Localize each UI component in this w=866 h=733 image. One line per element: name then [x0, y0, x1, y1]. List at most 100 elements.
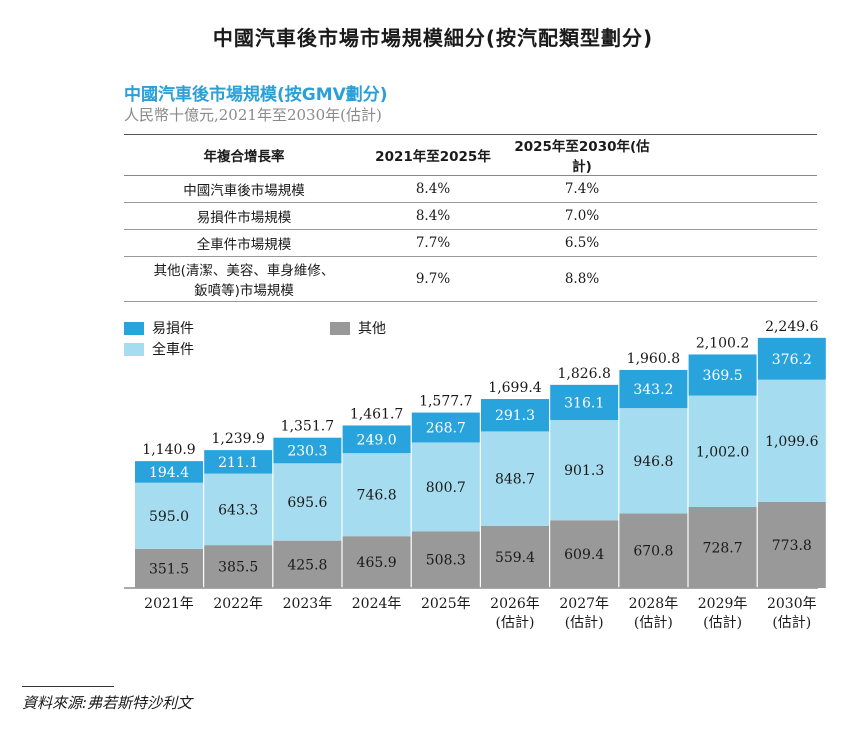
- bar-segment-others: [135, 548, 203, 588]
- data-label-full-vehicle: 643.3: [218, 502, 258, 518]
- table-row: 易損件市場規模 8.4% 7.0%: [124, 202, 817, 230]
- bar-segment-full-vehicle: [550, 420, 619, 521]
- bar-segment-others: [550, 520, 619, 588]
- x-tick-label: 2026年: [490, 596, 540, 612]
- source-divider: [22, 686, 114, 687]
- cagr-row-label: 其他(清潔、美容、車身維修、 鈑噴等)市場規模: [124, 256, 364, 302]
- bar-segment-consumables: [204, 450, 273, 474]
- bar-segment-others: [481, 525, 549, 588]
- bar-segment-others: [411, 531, 480, 588]
- data-label-others: 773.8: [772, 538, 812, 554]
- table-row: 其他(清潔、美容、車身維修、 鈑噴等)市場規模 9.7% 8.8%: [124, 256, 817, 302]
- table-row: 中國汽車後市場規模 8.4% 7.4%: [124, 175, 817, 203]
- total-label: 2,249.6: [765, 319, 819, 335]
- legend-item-full-vehicle: 全車件: [124, 339, 194, 359]
- bar-segment-full-vehicle: [135, 482, 203, 549]
- x-tick-label: 2024年: [352, 596, 402, 612]
- bar-segment-full-vehicle: [757, 379, 826, 502]
- x-tick-label: 2030年: [767, 596, 817, 612]
- table-row: 全車件市場規模 7.7% 6.5%: [124, 229, 817, 257]
- data-label-full-vehicle: 746.8: [357, 488, 397, 504]
- data-label-others: 465.9: [357, 555, 397, 571]
- bar-segment-full-vehicle: [273, 463, 342, 541]
- x-tick-label: 2027年: [559, 596, 609, 612]
- legend-label-consumables: 易損件: [152, 321, 194, 337]
- data-label-others: 351.5: [149, 561, 189, 577]
- total-label: 2,100.2: [696, 335, 749, 351]
- data-label-consumables: 211.1: [218, 455, 258, 471]
- data-label-consumables: 291.3: [495, 408, 535, 424]
- cagr-value: 9.7%: [364, 256, 502, 302]
- bar-segment-full-vehicle: [204, 473, 273, 546]
- data-label-others: 425.8: [287, 557, 327, 573]
- data-label-full-vehicle: 800.7: [426, 480, 466, 496]
- legend-swatch-others: [330, 321, 350, 335]
- cagr-value: 6.5%: [502, 229, 662, 257]
- data-label-consumables: 376.2: [772, 352, 812, 368]
- cagr-header-period2: 2025年至2030年(估計): [502, 134, 662, 176]
- total-label: 1,826.8: [557, 366, 610, 382]
- data-label-others: 609.4: [564, 547, 604, 563]
- total-label: 1,351.7: [281, 419, 334, 435]
- bar-segment-consumables: [135, 461, 203, 483]
- cagr-row-label-line1: 其他(清潔、美容、車身維修、: [153, 263, 335, 279]
- x-tick-label: 2029年: [698, 596, 748, 612]
- bar-segment-consumables: [481, 399, 549, 432]
- x-tick-label: (估計): [565, 615, 604, 631]
- total-label: 1,577.7: [419, 394, 472, 410]
- total-label: 1,461.7: [350, 406, 403, 422]
- cagr-value: 7.0%: [502, 202, 662, 230]
- cagr-spacer: [662, 256, 817, 302]
- legend-swatch-consumables: [124, 321, 144, 335]
- cagr-row-label: 全車件市場規模: [124, 229, 364, 257]
- bar-segment-consumables: [342, 425, 411, 454]
- x-tick-label: (估計): [496, 615, 535, 631]
- legend-swatch-full-vehicle: [124, 342, 144, 356]
- cagr-value: 8.8%: [502, 256, 662, 302]
- page-title: 中國汽車後市場市場規模細分(按汽配類型劃分): [212, 26, 654, 50]
- data-label-full-vehicle: 1,099.6: [765, 434, 819, 450]
- data-label-others: 728.7: [703, 540, 743, 556]
- data-label-consumables: 249.0: [357, 432, 397, 448]
- cagr-value: 7.4%: [502, 175, 662, 203]
- data-label-full-vehicle: 595.0: [149, 509, 189, 525]
- data-label-consumables: 230.3: [287, 443, 327, 459]
- cagr-spacer: [662, 175, 817, 203]
- total-label: 1,140.9: [142, 442, 195, 458]
- legend-item-consumables: 易損件: [124, 318, 194, 338]
- bar-segment-full-vehicle: [342, 453, 411, 537]
- data-label-consumables: 194.4: [149, 465, 189, 481]
- data-label-consumables: 369.5: [703, 368, 743, 384]
- data-label-full-vehicle: 946.8: [633, 454, 673, 470]
- cagr-spacer: [662, 202, 817, 230]
- bar-segment-full-vehicle: [619, 408, 688, 514]
- bar-segment-consumables: [688, 354, 757, 396]
- bar-segment-others: [273, 540, 342, 588]
- data-label-others: 670.8: [633, 544, 673, 560]
- bar-segment-consumables: [550, 384, 619, 421]
- data-label-full-vehicle: 695.6: [287, 495, 327, 511]
- legend-label-others: 其他: [358, 321, 386, 337]
- cagr-header-spacer: [662, 134, 817, 176]
- legend-item-others: 其他: [330, 318, 386, 338]
- bar-segment-others: [688, 506, 757, 588]
- x-tick-label: 2021年: [144, 596, 194, 612]
- x-tick-label: (估計): [634, 615, 673, 631]
- x-tick-label: 2028年: [629, 596, 679, 612]
- data-label-full-vehicle: 1,002.0: [696, 444, 749, 460]
- cagr-row-label: 中國汽車後市場規模: [124, 175, 364, 203]
- data-label-others: 508.3: [426, 553, 466, 569]
- x-tick-label: 2023年: [283, 596, 333, 612]
- bar-segment-consumables: [273, 437, 342, 464]
- x-tick-label: 2025年: [421, 596, 471, 612]
- bar-segment-consumables: [411, 412, 480, 443]
- bar-segment-full-vehicle: [688, 395, 757, 507]
- bar-segment-full-vehicle: [481, 431, 549, 526]
- bar-segment-consumables: [619, 369, 688, 409]
- source-note: 資料來源:弗若斯特沙利文: [22, 694, 193, 712]
- bar-segment-others: [342, 536, 411, 588]
- total-label: 1,239.9: [211, 431, 264, 447]
- data-label-others: 385.5: [218, 560, 258, 576]
- cagr-value: 8.4%: [364, 202, 502, 230]
